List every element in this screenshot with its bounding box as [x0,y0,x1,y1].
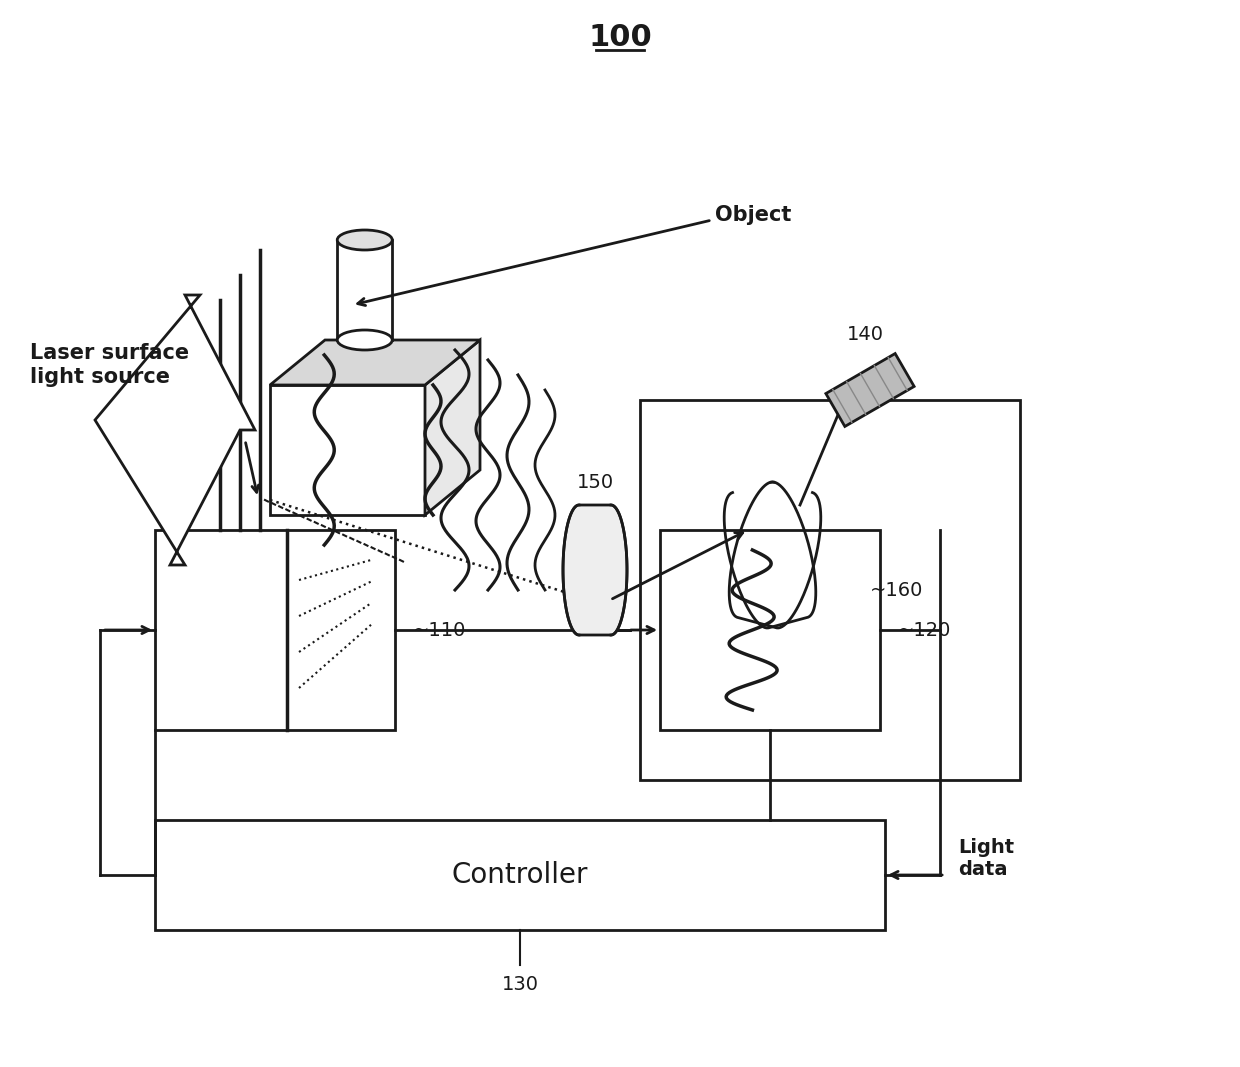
Text: Object: Object [715,205,791,225]
Text: Light
data: Light data [959,838,1014,879]
Text: 150: 150 [577,474,614,493]
Text: 130: 130 [501,975,538,994]
Ellipse shape [337,230,392,250]
Bar [155,821,885,930]
Polygon shape [563,505,627,635]
Text: ~160: ~160 [870,580,924,600]
Polygon shape [425,340,480,515]
Polygon shape [826,353,914,427]
Text: Laser surface
light source: Laser surface light source [30,344,190,386]
Bar [640,400,1021,780]
Ellipse shape [337,330,392,350]
Polygon shape [95,294,255,566]
Text: ~110: ~110 [413,621,466,639]
Bar [155,530,396,730]
Text: 100: 100 [588,23,652,52]
Bar [270,385,425,515]
Text: ~120: ~120 [898,621,951,639]
Bar [660,530,880,730]
Text: Controller: Controller [451,861,588,889]
Text: 140: 140 [847,325,883,345]
Polygon shape [270,340,480,385]
